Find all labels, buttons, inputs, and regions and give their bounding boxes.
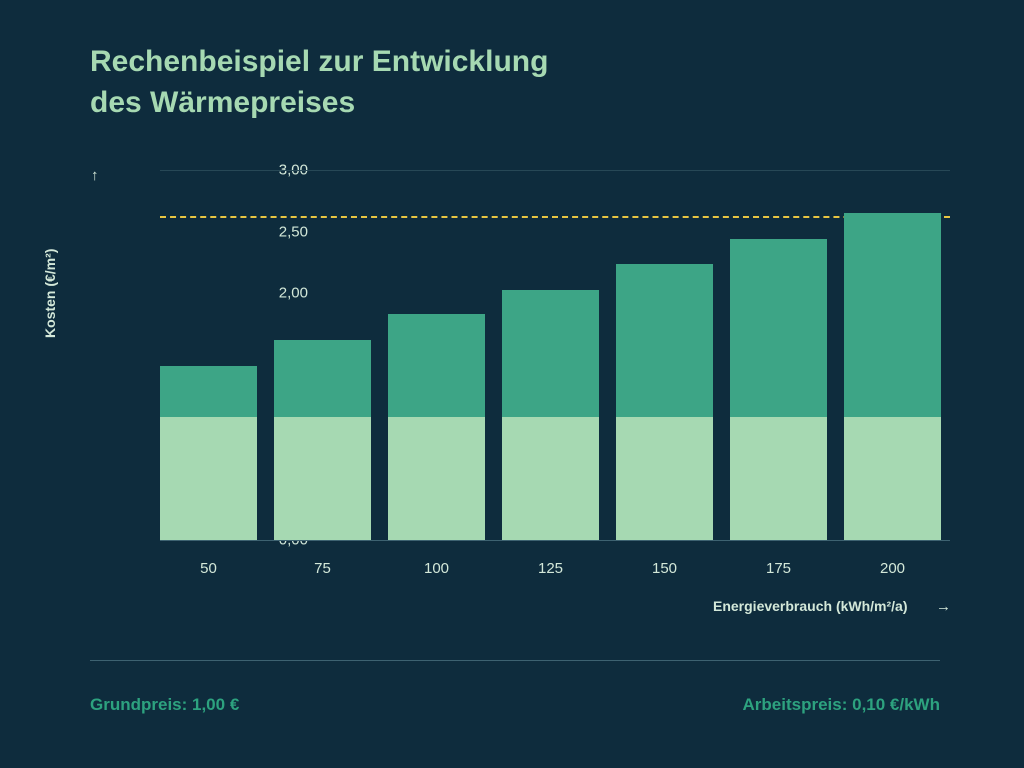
bar: [844, 213, 941, 540]
bar-upper-segment: [616, 264, 713, 417]
chart-title: Rechenbeispiel zur Entwicklung des Wärme…: [90, 42, 548, 123]
footer-grundpreis: Grundpreis: 1,00 €: [90, 695, 239, 715]
bar-lower-segment: [616, 417, 713, 540]
y-axis-label: Kosten (€/m²): [42, 249, 58, 338]
bar: [502, 290, 599, 540]
bar-lower-segment: [730, 417, 827, 540]
x-axis-arrow-icon: →: [936, 598, 951, 615]
x-tick-label: 200: [880, 560, 905, 577]
bar-lower-segment: [844, 417, 941, 540]
bar: [730, 239, 827, 540]
bar-upper-segment: [388, 314, 485, 416]
bar-upper-segment: [502, 290, 599, 417]
bar-lower-segment: [274, 417, 371, 540]
bar: [616, 264, 713, 540]
footer-arbeitspreis: Arbeitspreis: 0,10 €/kWh: [743, 695, 940, 715]
bar-upper-segment: [274, 340, 371, 416]
title-line-2: des Wärmepreises: [90, 86, 355, 119]
bar: [160, 366, 257, 540]
x-tick-label: 150: [652, 560, 677, 577]
bar-upper-segment: [160, 366, 257, 417]
y-axis-arrow-icon: ↑: [91, 167, 99, 184]
x-tick-label: 175: [766, 560, 791, 577]
x-tick-label: 75: [314, 560, 331, 577]
footer-divider: [90, 660, 940, 661]
x-tick-label: 50: [200, 560, 217, 577]
bar-upper-segment: [730, 239, 827, 417]
bar-lower-segment: [502, 417, 599, 540]
bars-group: [160, 170, 950, 540]
bar: [274, 340, 371, 540]
baseline: [160, 540, 950, 541]
x-tick-label: 100: [424, 560, 449, 577]
bar-upper-segment: [844, 213, 941, 417]
x-tick-label: 125: [538, 560, 563, 577]
x-axis-label: Energieverbrauch (kWh/m²/a): [713, 598, 908, 614]
bar-lower-segment: [160, 417, 257, 540]
bar-lower-segment: [388, 417, 485, 540]
chart-plot-area: 0,000,501,001,502,002,503,00: [160, 170, 950, 540]
bar: [388, 314, 485, 540]
title-line-1: Rechenbeispiel zur Entwicklung: [90, 45, 548, 78]
